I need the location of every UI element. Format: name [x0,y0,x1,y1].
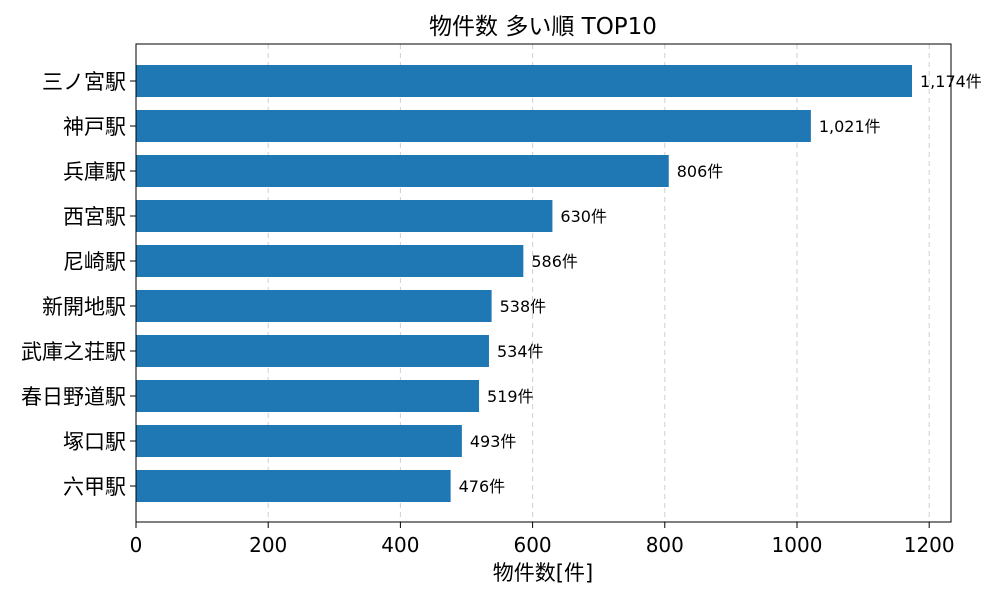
bar [136,380,480,412]
data-label: 493件 [470,432,517,451]
data-label: 519件 [487,387,534,406]
data-labels: 1,174件1,021件806件630件586件538件534件519件493件… [459,72,982,496]
bar [136,425,462,457]
bar [136,200,553,232]
category-label: 尼崎駅 [63,250,126,274]
data-label: 1,021件 [819,117,881,136]
category-label: 新開地駅 [42,295,126,319]
data-label: 538件 [500,297,547,316]
bar [136,245,524,277]
bar [136,290,492,322]
x-tick-label: 0 [130,533,143,557]
data-label: 806件 [677,162,724,181]
category-label: 神戸駅 [63,115,126,139]
category-label: 武庫之荘駅 [21,340,126,364]
data-label: 534件 [497,342,544,361]
category-label: 兵庫駅 [63,160,126,184]
x-axis: 0 200 400 600 800 1000 1200 [130,522,955,557]
x-tick-label: 800 [646,533,684,557]
x-tick-label: 1200 [904,533,955,557]
bar [136,155,669,187]
data-label: 476件 [459,477,506,496]
x-axis-label: 物件数[件] [493,561,593,585]
category-label: 六甲駅 [63,475,126,499]
category-label: 西宮駅 [63,205,126,229]
data-label: 586件 [531,252,578,271]
bar [136,65,913,97]
bar [136,470,451,502]
x-tick-label: 400 [381,533,419,557]
bar [136,110,811,142]
x-tick-label: 200 [249,533,287,557]
x-tick-label: 1000 [772,533,823,557]
chart-title: 物件数 多い順 TOP10 [429,14,657,40]
x-tick-label: 600 [513,533,551,557]
category-label: 塚口駅 [63,430,126,454]
bar [136,335,489,367]
data-label: 630件 [560,207,607,226]
plot-frame [135,43,952,523]
bars [136,65,913,502]
category-label: 春日野道駅 [21,385,126,409]
category-label: 三ノ宮駅 [42,70,126,94]
